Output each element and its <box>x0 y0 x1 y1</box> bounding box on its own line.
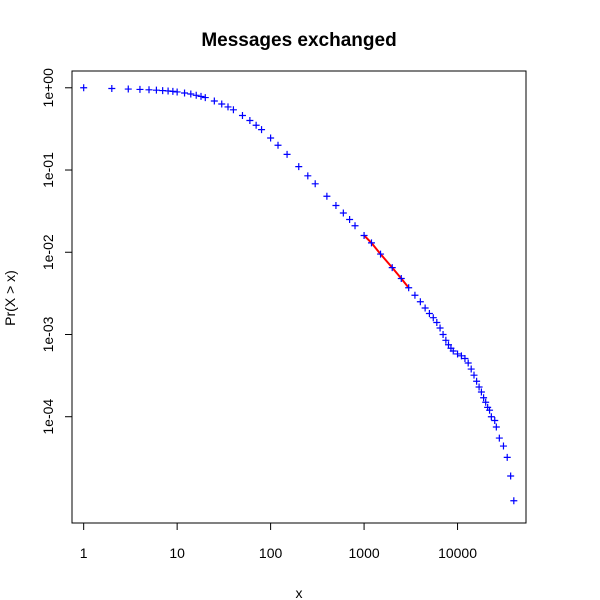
data-point <box>136 85 144 93</box>
y-tick-label: 1e-04 <box>40 399 56 435</box>
points-layer <box>80 84 518 505</box>
data-point <box>454 350 462 358</box>
data-point <box>491 416 499 424</box>
data-point <box>464 359 472 367</box>
data-point <box>197 92 205 100</box>
x-tick-label: 100 <box>259 545 283 561</box>
x-tick-label: 1000 <box>349 545 380 561</box>
plot-frame <box>71 70 527 524</box>
data-point <box>416 298 424 306</box>
chart-title: Messages exchanged <box>201 30 396 51</box>
fit-line <box>363 234 410 289</box>
data-point <box>467 365 475 373</box>
data-point <box>429 314 437 322</box>
data-point <box>173 88 181 96</box>
data-point <box>229 106 237 114</box>
data-point <box>449 347 457 355</box>
data-point <box>181 89 189 97</box>
data-point <box>187 90 195 98</box>
data-point <box>397 274 405 282</box>
y-tick-label: 1e-03 <box>40 316 56 352</box>
data-point <box>201 94 209 102</box>
x-axis-label: x <box>296 585 303 600</box>
data-point <box>480 394 488 402</box>
data-point <box>405 284 413 292</box>
data-point <box>499 442 507 450</box>
data-point <box>351 222 359 230</box>
data-point <box>510 497 518 505</box>
data-point <box>487 413 495 421</box>
data-point <box>425 309 433 317</box>
data-point <box>224 103 232 111</box>
data-point <box>492 423 500 431</box>
data-point <box>482 398 490 406</box>
data-point <box>124 85 132 93</box>
data-point <box>346 216 354 224</box>
data-point <box>295 163 303 171</box>
data-point <box>274 141 282 149</box>
data-point <box>218 100 226 108</box>
data-point <box>475 383 483 391</box>
y-tick-label: 1e-01 <box>40 152 56 188</box>
x-tick-label: 10000 <box>438 545 477 561</box>
data-point <box>304 172 312 180</box>
data-point <box>442 336 450 344</box>
y-axis-label: Pr(X > x) <box>2 270 18 326</box>
data-point <box>332 202 340 210</box>
data-point <box>339 209 347 217</box>
data-point <box>421 304 429 312</box>
x-tick-label: 10 <box>169 545 185 561</box>
data-point <box>246 117 254 125</box>
data-point <box>477 388 485 396</box>
fit-line-layer <box>363 234 410 289</box>
data-point <box>507 472 515 480</box>
y-tick-label: 1e-02 <box>40 234 56 270</box>
data-point <box>457 352 465 360</box>
data-point <box>210 97 218 105</box>
data-point <box>433 318 441 326</box>
data-point <box>439 330 447 338</box>
data-point <box>311 180 319 188</box>
data-point <box>145 86 153 94</box>
data-point <box>388 264 396 272</box>
x-tick-label: 1 <box>80 545 88 561</box>
data-point <box>411 291 419 299</box>
data-point <box>192 91 200 99</box>
data-point <box>461 355 469 363</box>
data-point <box>367 239 375 247</box>
data-point <box>252 121 260 129</box>
data-point <box>377 250 385 258</box>
data-point <box>436 324 444 332</box>
data-point <box>503 453 511 461</box>
data-point <box>360 231 368 239</box>
data-point <box>152 86 160 94</box>
data-point <box>108 85 116 93</box>
data-point <box>267 134 275 142</box>
data-point <box>470 371 478 379</box>
x-axis: 1 10 100 1000 10000 <box>80 523 477 561</box>
data-point <box>495 434 503 442</box>
data-point <box>486 406 494 414</box>
data-point <box>238 112 246 120</box>
data-point <box>258 126 266 134</box>
y-tick-label: 1e+00 <box>40 68 56 108</box>
data-point <box>283 150 291 158</box>
data-point <box>80 84 88 92</box>
y-axis: 1e+00 1e-01 1e-02 1e-03 1e-04 <box>40 68 72 435</box>
data-point <box>323 192 331 200</box>
data-point <box>473 377 481 385</box>
